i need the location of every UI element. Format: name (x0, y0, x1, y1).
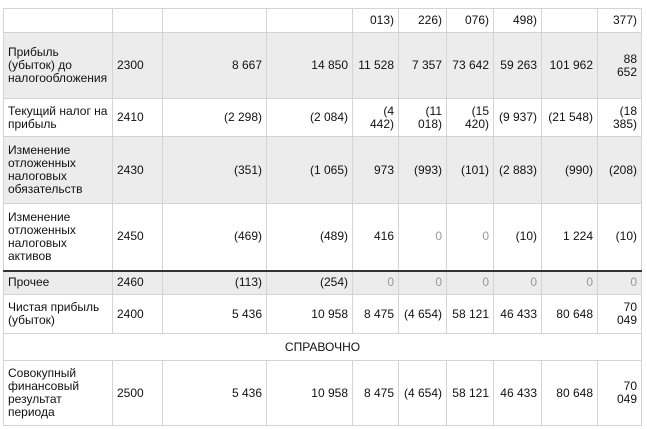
value-cell: 59 263 (493, 32, 542, 99)
value-cell: 0 (493, 269, 542, 295)
section-header: СПРАВОЧНО (3, 333, 642, 361)
value-cell: 8 475 (352, 360, 399, 426)
row-label: Изменение отложенных налоговых обязатель… (3, 136, 113, 204)
value-cell: 88 652 (597, 32, 642, 99)
value-cell: (21 548) (541, 98, 598, 137)
value-cell: 101 962 (541, 32, 598, 99)
value-cell: 226) (398, 8, 447, 33)
value-cell: 377) (597, 8, 642, 33)
table-row: Совокупный финансовый результат периода 2… (3, 360, 642, 426)
value-cell: 70 049 (597, 294, 642, 334)
value-cell: 10 958 (266, 360, 353, 426)
value-cell: 10 958 (266, 294, 353, 334)
value-cell: (4 654) (398, 360, 447, 426)
row-label: Прочее (3, 269, 113, 295)
value-cell: (4 442) (352, 98, 399, 137)
table-row: 013) 226) 076) 498) 377) (3, 8, 642, 33)
table-row: Прочее 2460 (113) (254) 0 0 0 0 0 0 (3, 269, 642, 295)
row-code: 2300 (112, 32, 163, 99)
row-code: 2450 (112, 203, 163, 271)
value-cell (162, 8, 267, 33)
row-code: 2430 (112, 136, 163, 204)
value-cell: (113) (162, 269, 267, 295)
table-row: Изменение отложенных налоговых активов 24… (3, 203, 642, 271)
value-cell: 80 648 (541, 294, 598, 334)
value-cell: (11 018) (398, 98, 447, 137)
value-cell (266, 8, 353, 33)
value-cell: (9 937) (493, 98, 542, 137)
table-row: Изменение отложенных налоговых обязатель… (3, 136, 642, 204)
value-cell: (101) (446, 136, 494, 204)
value-cell (541, 8, 598, 33)
value-cell: (1 065) (266, 136, 353, 204)
value-cell: 46 433 (493, 294, 542, 334)
value-cell: (990) (541, 136, 598, 204)
value-cell: 58 121 (446, 360, 494, 426)
value-cell: (4 654) (398, 294, 447, 334)
table-row: Чистая прибыль (убыток) 2400 5 436 10 958 8 … (3, 294, 642, 334)
row-code: 2400 (112, 294, 163, 334)
row-code: 2410 (112, 98, 163, 137)
value-cell: 416 (352, 203, 399, 271)
row-label (3, 8, 113, 33)
value-cell: (208) (597, 136, 642, 204)
value-cell: 80 648 (541, 360, 598, 426)
value-cell: 0 (352, 269, 399, 295)
value-cell: 0 (398, 203, 447, 271)
value-cell: (2 084) (266, 98, 353, 137)
value-cell: 0 (446, 269, 494, 295)
value-cell: 73 642 (446, 32, 494, 99)
value-cell: (10) (493, 203, 542, 271)
value-cell: 973 (352, 136, 399, 204)
value-cell: 0 (398, 269, 447, 295)
value-cell: 11 528 (352, 32, 399, 99)
value-cell: 0 (597, 269, 642, 295)
value-cell: (351) (162, 136, 267, 204)
value-cell: (469) (162, 203, 267, 271)
value-cell: 5 436 (162, 294, 267, 334)
value-cell: 7 357 (398, 32, 447, 99)
value-cell: (254) (266, 269, 353, 295)
row-label: Изменение отложенных налоговых активов (3, 203, 113, 271)
value-cell: (2 298) (162, 98, 267, 137)
value-cell: 5 436 (162, 360, 267, 426)
row-code (112, 8, 163, 33)
value-cell: 1 224 (541, 203, 598, 271)
value-cell: (489) (266, 203, 353, 271)
value-cell: 14 850 (266, 32, 353, 99)
value-cell: 076) (446, 8, 494, 33)
value-cell: (993) (398, 136, 447, 204)
value-cell: 70 049 (597, 360, 642, 426)
row-code: 2460 (112, 269, 163, 295)
value-cell: (18 385) (597, 98, 642, 137)
value-cell: 8 475 (352, 294, 399, 334)
table-row: СПРАВОЧНО (3, 333, 642, 361)
row-label: Текущий налог на прибыль (3, 98, 113, 137)
table-row: Прибыль (убыток) до налогообложения 2300 8… (3, 32, 642, 99)
value-cell: 013) (352, 8, 399, 33)
value-cell: (2 883) (493, 136, 542, 204)
value-cell: (15 420) (446, 98, 494, 137)
row-label: Совокупный финансовый результат периода (3, 360, 113, 426)
row-label: Прибыль (убыток) до налогообложения (3, 32, 113, 99)
value-cell: 498) (493, 8, 542, 33)
row-code: 2500 (112, 360, 163, 426)
value-cell: 58 121 (446, 294, 494, 334)
value-cell: 0 (541, 269, 598, 295)
value-cell: 8 667 (162, 32, 267, 99)
table-row: Текущий налог на прибыль 2410 (2 298) (2 08… (3, 98, 642, 137)
value-cell: 46 433 (493, 360, 542, 426)
financial-table: 013) 226) 076) 498) 377) Прибыль (убыток) до … (3, 8, 642, 426)
value-cell: 0 (446, 203, 494, 271)
value-cell: (10) (597, 203, 642, 271)
row-label: Чистая прибыль (убыток) (3, 294, 113, 334)
